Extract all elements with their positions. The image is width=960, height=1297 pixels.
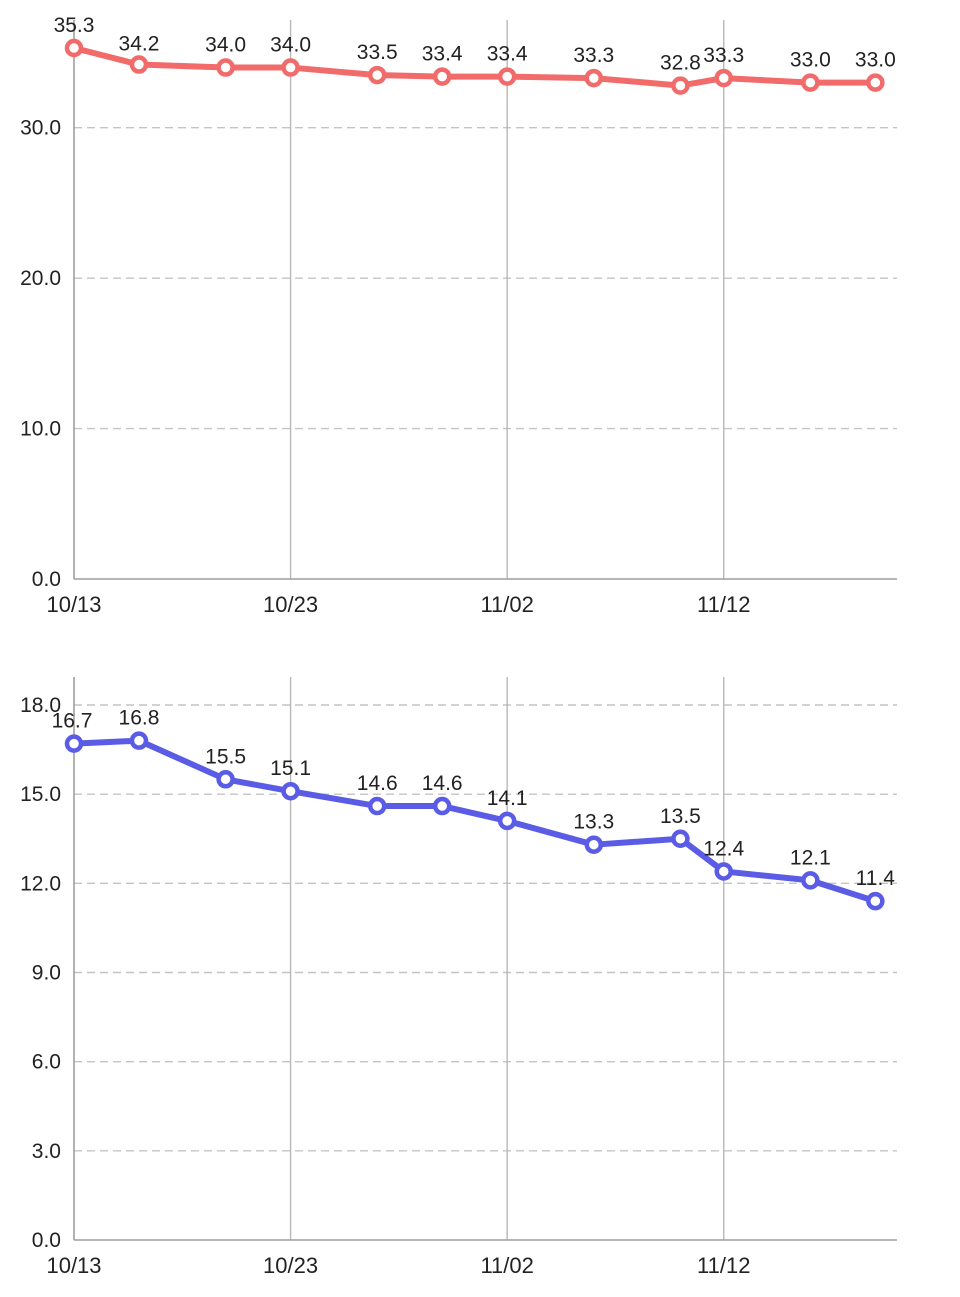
data-point bbox=[216, 770, 235, 789]
data-point bbox=[129, 731, 149, 750]
x-tick-label: 10/13 bbox=[46, 1253, 101, 1278]
data-label: 32.8 bbox=[660, 52, 701, 75]
x-tick-label: 11/02 bbox=[480, 592, 533, 617]
data-label: 33.4 bbox=[487, 43, 528, 66]
y-tick-label: 9.0 bbox=[32, 962, 61, 985]
data-label: 33.5 bbox=[357, 41, 398, 64]
series-line bbox=[71, 45, 879, 89]
y-tick-label: 0.0 bbox=[32, 1229, 61, 1252]
data-label: 12.4 bbox=[703, 837, 744, 860]
data-label: 33.3 bbox=[703, 44, 744, 67]
data-label: 33.4 bbox=[422, 43, 463, 66]
data-point bbox=[281, 781, 300, 801]
data-point bbox=[801, 73, 820, 92]
y-tick-label: 15.0 bbox=[20, 783, 61, 806]
data-label: 33.0 bbox=[790, 49, 831, 72]
data-point bbox=[714, 862, 733, 881]
data-point bbox=[497, 811, 517, 831]
data-point bbox=[216, 58, 235, 77]
data-label: 16.7 bbox=[52, 710, 93, 733]
data-label: 13.3 bbox=[573, 811, 614, 834]
data-label: 33.3 bbox=[573, 44, 614, 67]
y-tick-label: 10.0 bbox=[20, 418, 61, 441]
data-label: 12.1 bbox=[790, 846, 831, 869]
y-tick-label: 20.0 bbox=[20, 267, 61, 290]
data-point bbox=[281, 58, 300, 77]
data-point bbox=[367, 796, 387, 816]
data-point bbox=[801, 871, 820, 890]
x-tick-label: 11/02 bbox=[480, 1253, 533, 1278]
x-tick-label: 10/23 bbox=[263, 592, 318, 617]
data-label: 34.0 bbox=[205, 34, 246, 57]
data-label: 34.2 bbox=[119, 33, 160, 56]
data-label: 11.4 bbox=[856, 867, 896, 890]
y-tick-label: 0.0 bbox=[32, 568, 61, 591]
data-point bbox=[64, 38, 84, 58]
x-tick-label: 11/12 bbox=[697, 592, 750, 617]
data-point bbox=[367, 65, 387, 85]
y-tick-label: 12.0 bbox=[20, 872, 61, 895]
data-point bbox=[671, 829, 690, 848]
data-label: 33.0 bbox=[855, 49, 896, 72]
x-tick-label: 10/13 bbox=[46, 592, 101, 617]
data-label: 14.6 bbox=[357, 772, 398, 795]
x-tick-label: 10/23 bbox=[263, 1253, 318, 1278]
data-label: 35.3 bbox=[54, 14, 95, 37]
series-line bbox=[71, 737, 879, 905]
y-tick-label: 18.0 bbox=[20, 694, 61, 717]
data-label: 13.5 bbox=[660, 805, 701, 828]
chart-bottom: 0.0 3.0 6.0 9.0 12.0 15.0 18.0 10/13 10/23 11/02 1… bbox=[20, 677, 897, 1278]
data-label: 16.8 bbox=[119, 707, 160, 730]
data-point bbox=[432, 796, 452, 816]
data-label: 14.6 bbox=[422, 772, 463, 795]
y-tick-label: 3.0 bbox=[32, 1140, 61, 1163]
data-point bbox=[432, 67, 452, 86]
data-point bbox=[497, 67, 517, 86]
data-point bbox=[129, 55, 149, 74]
data-label: 14.1 bbox=[487, 787, 528, 810]
data-label: 34.0 bbox=[270, 34, 311, 57]
data-label: 15.5 bbox=[205, 745, 246, 768]
data-point bbox=[584, 68, 604, 88]
data-point bbox=[866, 73, 885, 92]
data-point bbox=[866, 891, 885, 911]
data-label: 15.1 bbox=[270, 757, 311, 780]
y-tick-label: 6.0 bbox=[32, 1051, 61, 1074]
data-point bbox=[671, 76, 690, 95]
x-tick-label: 11/12 bbox=[697, 1253, 750, 1278]
y-tick-label: 30.0 bbox=[20, 117, 61, 140]
data-point bbox=[714, 68, 733, 88]
data-point bbox=[64, 734, 84, 753]
chart-top: 0.0 10.0 20.0 30.0 10/13 10/23 11/02 11/12 35.3 3… bbox=[20, 14, 897, 617]
data-point bbox=[584, 835, 604, 854]
